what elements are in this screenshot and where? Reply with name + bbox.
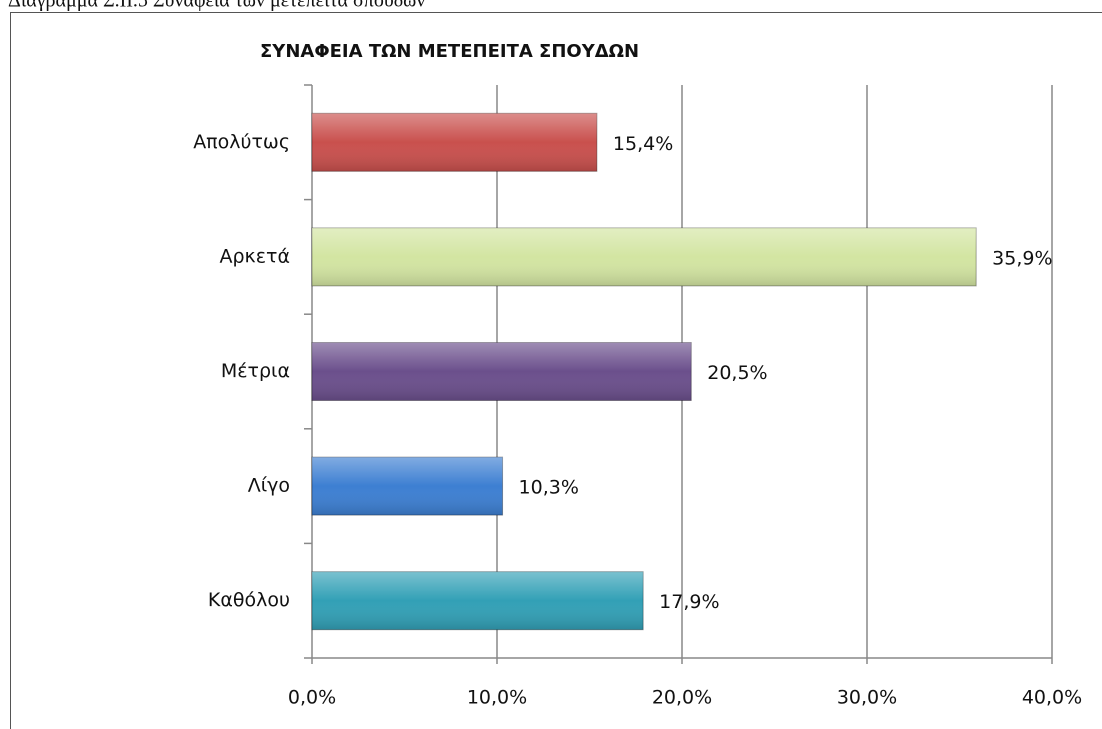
- caption: Διάγραμμα Σ.ΙΙ.5 Συνάφεια των μετέπειτα …: [8, 0, 425, 12]
- y-tick-label: Απολύτως: [193, 131, 290, 153]
- chart-frame: [10, 12, 1102, 729]
- value-label: 17,9%: [659, 591, 719, 613]
- bar-shine: [312, 113, 597, 172]
- bar-shine: [312, 227, 977, 286]
- chart-title: ΣΥΝΑΦΕΙΑ ΤΩΝ ΜΕΤΕΠΕΙΤΑ ΣΠΟΥΔΩΝ: [260, 41, 639, 62]
- value-label: 35,9%: [992, 247, 1052, 269]
- x-tick-label: 10,0%: [467, 687, 527, 709]
- x-tick-label: 20,0%: [652, 687, 712, 709]
- value-label: 10,3%: [519, 477, 579, 499]
- y-tick-label: Καθόλου: [208, 589, 290, 611]
- x-tick-label: 30,0%: [837, 687, 897, 709]
- y-tick-label: Αρκετά: [220, 245, 291, 267]
- bar-shine: [312, 342, 692, 401]
- y-tick-label: Μέτρια: [221, 360, 290, 382]
- x-tick-label: 40,0%: [1022, 687, 1082, 709]
- y-tick-label: Λίγο: [248, 475, 290, 497]
- bar-shine: [312, 571, 644, 630]
- x-tick-label: 0,0%: [288, 687, 336, 709]
- value-label: 15,4%: [613, 133, 673, 155]
- bar-shine: [312, 457, 503, 516]
- value-label: 20,5%: [707, 362, 767, 384]
